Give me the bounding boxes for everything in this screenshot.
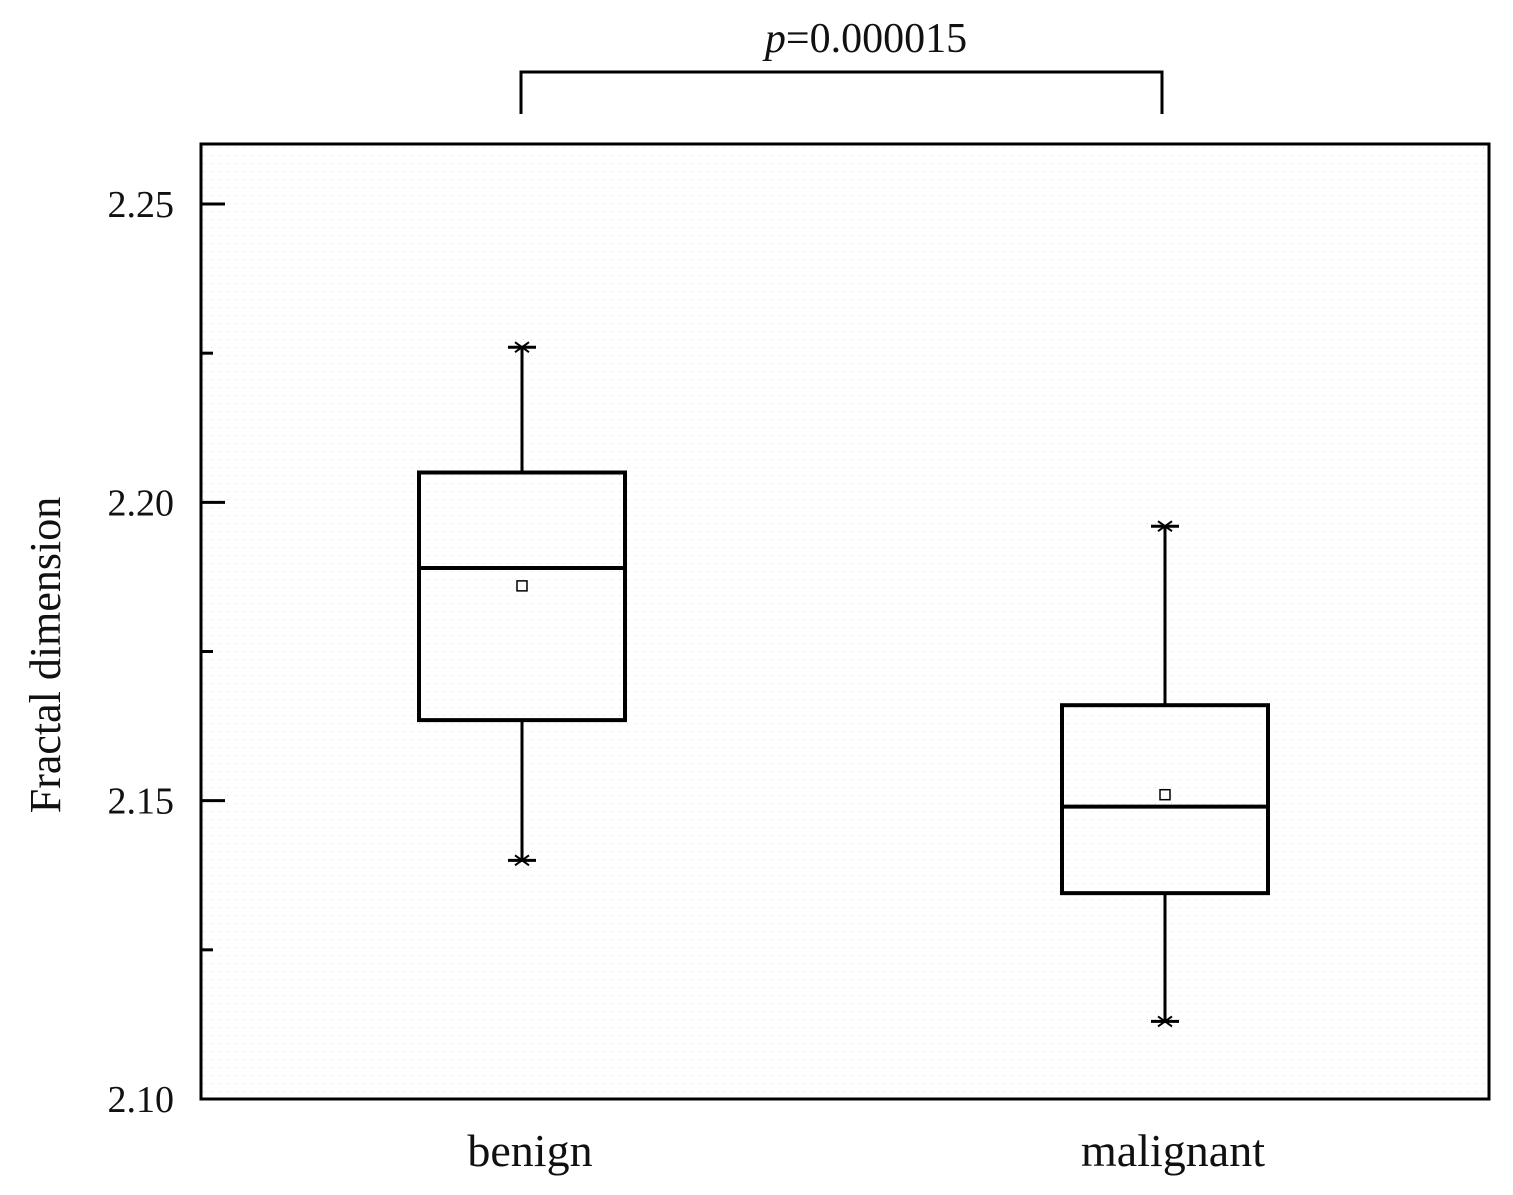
x-axis-labels: benign malignant — [467, 1125, 1265, 1176]
whisker-marker-max — [514, 341, 530, 354]
y-tick-label: 2.10 — [108, 1079, 175, 1121]
mean-marker — [1159, 788, 1171, 801]
mean-marker — [516, 580, 528, 592]
y-tick-label: 2.15 — [108, 781, 175, 823]
y-axis: 2.10 2.15 2.20 2.25 — [108, 184, 225, 1121]
box-iqr — [417, 470, 627, 723]
plot-area-background — [201, 144, 1489, 1099]
whisker-marker-max — [1157, 520, 1173, 533]
whisker-marker-min — [1157, 1015, 1173, 1028]
x-category-label: benign — [467, 1125, 592, 1176]
p-value-label: p=0.000015 — [762, 16, 967, 62]
plot-frame — [199, 142, 1491, 1101]
box-iqr — [1060, 703, 1270, 896]
y-axis-title: Fractal dimension — [21, 497, 70, 814]
bracket-line — [519, 70, 1164, 114]
p-value: =0.000015 — [786, 16, 967, 62]
x-category-label: malignant — [1081, 1125, 1265, 1176]
box-series — [417, 341, 1270, 1028]
box-benign — [417, 341, 627, 867]
box-malignant — [1060, 520, 1270, 1028]
p-prefix: p — [762, 16, 786, 62]
y-tick-label: 2.25 — [108, 184, 175, 226]
y-tick-label: 2.20 — [108, 482, 175, 524]
whisker-marker-min — [514, 854, 530, 867]
significance-bracket: p=0.000015 — [519, 16, 1164, 114]
